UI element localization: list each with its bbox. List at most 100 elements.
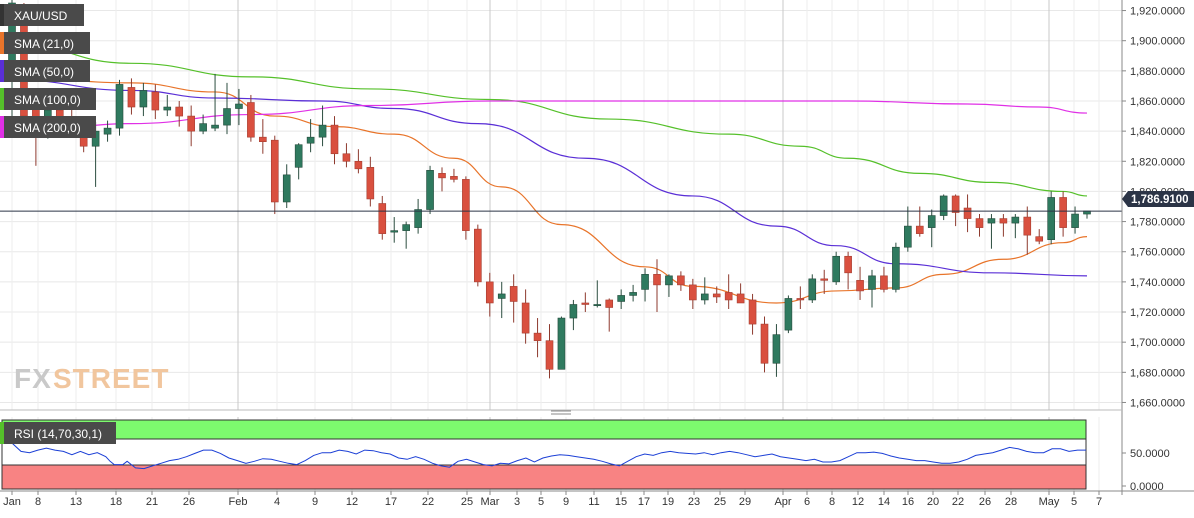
candle-body bbox=[199, 123, 207, 132]
x-tick-label: 23 bbox=[688, 496, 700, 508]
candle bbox=[402, 221, 410, 249]
candle-body bbox=[677, 275, 685, 286]
candle-body bbox=[151, 91, 160, 111]
x-tick-label: 22 bbox=[952, 496, 964, 508]
candle bbox=[808, 274, 817, 303]
candle-body bbox=[414, 209, 422, 228]
candle-body bbox=[665, 275, 673, 286]
candle bbox=[760, 316, 769, 373]
rsi-oversold-zone bbox=[1, 464, 1087, 490]
legend-sma-100-swatch bbox=[0, 88, 4, 110]
legend-sma-50[interactable]: SMA (50,0) bbox=[0, 60, 90, 82]
x-tick-label: 26 bbox=[979, 496, 991, 508]
candle bbox=[103, 120, 112, 142]
candle-body bbox=[247, 102, 255, 138]
candle bbox=[366, 156, 375, 207]
x-tick-label: 14 bbox=[878, 496, 890, 508]
candle-body bbox=[175, 106, 184, 117]
candle-body bbox=[354, 160, 363, 170]
candle bbox=[474, 224, 482, 287]
watermark-street: STREET bbox=[53, 363, 169, 394]
candle bbox=[987, 214, 996, 249]
legend: XAU/USD SMA (21,0) SMA (50,0) SMA (100,0… bbox=[0, 4, 116, 444]
x-tick-label: Feb bbox=[229, 496, 248, 508]
candle bbox=[533, 318, 542, 358]
candle-body bbox=[235, 103, 243, 109]
candle-body bbox=[259, 136, 267, 142]
x-tick-label: 20 bbox=[927, 496, 939, 508]
x-tick-label: 15 bbox=[615, 496, 627, 508]
candle bbox=[557, 316, 566, 370]
x-tick-label: 25 bbox=[461, 496, 473, 508]
candle bbox=[235, 88, 243, 126]
candle-body bbox=[748, 299, 757, 325]
candle bbox=[485, 272, 494, 317]
candle-body bbox=[927, 215, 936, 228]
x-tick-label: Apr bbox=[774, 496, 791, 508]
legend-rsi[interactable]: RSI (14,70,30,1) bbox=[0, 422, 116, 444]
candle-body bbox=[1071, 213, 1079, 228]
candle-body bbox=[653, 274, 661, 286]
legend-rsi-text: RSI (14,70,30,1) bbox=[14, 427, 102, 441]
candle-body bbox=[390, 230, 399, 233]
legend-sma-21-swatch bbox=[0, 32, 4, 54]
candle-body bbox=[497, 293, 506, 299]
candle bbox=[1047, 191, 1055, 245]
candle-body bbox=[509, 286, 518, 302]
y-tick-label: 1,720.0000 bbox=[1130, 307, 1185, 319]
candle bbox=[270, 135, 279, 215]
candle-body bbox=[784, 298, 793, 331]
candle bbox=[653, 259, 661, 313]
x-tick-label: May bbox=[1039, 496, 1060, 508]
candle bbox=[175, 100, 184, 127]
candle-body bbox=[282, 174, 291, 203]
candle-body bbox=[808, 278, 817, 301]
candle bbox=[414, 198, 422, 234]
rsi-tick-label: 0.0000 bbox=[1130, 481, 1164, 493]
fxstreet-watermark: FX STREET bbox=[14, 363, 169, 394]
current-price-text: 1,786.9100 bbox=[1131, 194, 1189, 206]
candle-body bbox=[736, 293, 745, 304]
candle-body bbox=[951, 195, 960, 213]
candle bbox=[772, 324, 781, 377]
candle bbox=[330, 116, 339, 165]
x-tick-label: 13 bbox=[70, 496, 82, 508]
candle-body bbox=[975, 218, 984, 228]
candle-body bbox=[617, 295, 625, 302]
candle-body bbox=[139, 90, 148, 108]
x-tick-label: 17 bbox=[385, 496, 397, 508]
candle bbox=[1023, 206, 1032, 255]
panel-splitter[interactable] bbox=[551, 410, 571, 415]
candle-body bbox=[987, 218, 996, 224]
candle-body bbox=[533, 332, 542, 341]
legend-sma-200-swatch bbox=[0, 116, 4, 138]
candle bbox=[450, 168, 458, 183]
candle-body bbox=[521, 302, 530, 334]
x-tick-label: 5 bbox=[538, 496, 544, 508]
legend-symbol-text: XAU/USD bbox=[14, 9, 68, 23]
candle-body bbox=[223, 108, 231, 126]
candle-body bbox=[760, 323, 769, 364]
candle bbox=[593, 280, 602, 308]
candle bbox=[545, 324, 554, 379]
candle-body bbox=[999, 218, 1008, 224]
legend-symbol[interactable]: XAU/USD bbox=[0, 4, 84, 26]
candle bbox=[1059, 191, 1067, 237]
legend-sma-21[interactable]: SMA (21,0) bbox=[0, 32, 90, 54]
legend-sma-200[interactable]: SMA (200,0) bbox=[0, 116, 96, 138]
candle bbox=[856, 266, 864, 300]
grid-lines bbox=[0, 0, 1122, 491]
candle-body bbox=[963, 207, 972, 219]
x-tick-label: 8 bbox=[829, 496, 835, 508]
candle-body bbox=[820, 278, 829, 281]
candle-body bbox=[880, 275, 888, 290]
candle-body bbox=[581, 302, 590, 305]
candle bbox=[832, 251, 840, 285]
legend-sma-100[interactable]: SMA (100,0) bbox=[0, 88, 96, 110]
x-tick-label: 26 bbox=[183, 496, 195, 508]
candle bbox=[509, 274, 518, 323]
candle-body bbox=[700, 293, 709, 301]
candle-body bbox=[462, 179, 470, 231]
y-tick-label: 1,780.0000 bbox=[1130, 217, 1185, 229]
